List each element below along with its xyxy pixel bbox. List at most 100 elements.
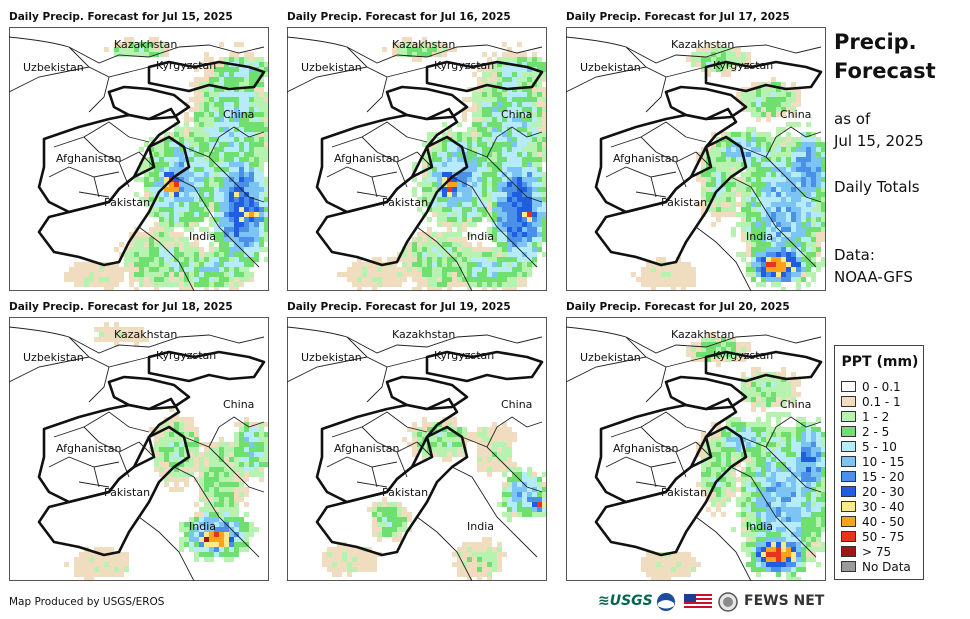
india-label: India	[746, 230, 773, 243]
legend-label: 30 - 40	[862, 500, 905, 514]
kyrgyzstan-label: Kyrgyzstan	[713, 59, 773, 72]
country-outline	[385, 85, 469, 121]
legend-label: 2 - 5	[862, 425, 890, 439]
border-line	[685, 136, 707, 143]
kyrgyzstan-label: Kyrgyzstan	[434, 349, 494, 362]
border-line	[650, 176, 657, 198]
data-source: NOAA-GFS	[834, 268, 913, 286]
border-line	[461, 436, 543, 493]
country-outline	[107, 85, 191, 121]
country-outline	[385, 375, 469, 411]
border-line	[173, 466, 260, 558]
border-line	[183, 146, 265, 203]
border-line	[371, 176, 378, 198]
border-line	[640, 121, 687, 138]
border-line	[635, 481, 667, 488]
fews-net-logo: FEWS NET	[744, 593, 825, 609]
border-line	[765, 126, 822, 158]
border-line	[640, 411, 687, 428]
pakistan-label: Pakistan	[661, 196, 707, 209]
border-line	[566, 326, 822, 354]
legend-swatch	[841, 381, 856, 392]
border-line	[740, 146, 822, 203]
border-line	[208, 416, 265, 448]
border-line	[361, 121, 408, 138]
border-line	[108, 356, 150, 368]
border-line	[685, 426, 707, 433]
legend-label: 40 - 50	[862, 515, 905, 529]
country-outline	[315, 135, 469, 267]
as-of-label: as of Jul 15, 2025	[834, 108, 924, 152]
border-line	[566, 66, 647, 93]
data-source-label: Data: NOAA-GFS	[834, 244, 913, 288]
legend-item: 5 - 10	[841, 440, 897, 455]
uzbekistan-label: Uzbekistan	[580, 61, 641, 74]
china-label: China	[780, 398, 811, 411]
border-line	[451, 466, 538, 558]
border-line	[173, 176, 260, 268]
border-line	[695, 516, 752, 581]
us-flag-icon	[684, 594, 712, 610]
border-line	[416, 516, 473, 581]
country-outline	[425, 60, 544, 93]
border-line	[287, 36, 543, 64]
map-credit: Map Produced by USGS/EROS	[9, 596, 165, 608]
kyrgyzstan-label: Kyrgyzstan	[156, 349, 216, 362]
legend-label: 5 - 10	[862, 440, 897, 454]
kazakhstan-label: Kazakhstan	[671, 38, 734, 51]
border-line	[128, 136, 150, 143]
border-line	[78, 481, 110, 488]
border-line	[461, 146, 543, 203]
china-label: China	[780, 108, 811, 121]
daily-totals-label: Daily Totals	[834, 178, 920, 196]
border-line	[53, 426, 100, 443]
border-line	[486, 416, 543, 448]
forecast-title: Precip. Forecast	[834, 28, 936, 86]
china-label: China	[223, 108, 254, 121]
border-line	[416, 226, 473, 291]
border-line	[83, 121, 130, 138]
forecast-map-jul20: Kazakhstan Uzbekistan Kyrgyzstan China Afgha…	[566, 317, 826, 581]
border-line	[356, 481, 388, 488]
pakistan-label: Pakistan	[104, 196, 150, 209]
legend-label: 1 - 2	[862, 410, 890, 424]
kazakhstan-label: Kazakhstan	[114, 38, 177, 51]
border-line	[128, 426, 150, 433]
usgs-logo: ≋USGS	[598, 593, 653, 609]
border-line	[386, 356, 428, 368]
border-line	[605, 456, 627, 468]
legend-swatch	[841, 441, 856, 452]
country-outline	[664, 85, 748, 121]
border-line	[625, 336, 667, 403]
pakistan-label: Pakistan	[104, 486, 150, 499]
border-line	[361, 411, 408, 428]
legend-item: 0.1 - 1	[841, 395, 901, 410]
india-label: India	[746, 520, 773, 533]
legend-item: 50 - 75	[841, 530, 905, 545]
panel-title-2: Daily Precip. Forecast for Jul 16, 2025	[287, 11, 511, 23]
border-line	[326, 166, 348, 178]
uzbekistan-label: Uzbekistan	[580, 351, 641, 364]
legend-item: 20 - 30	[841, 485, 905, 500]
border-line	[331, 136, 378, 153]
legend-label: 15 - 20	[862, 470, 905, 484]
country-outline	[37, 135, 191, 267]
legend-item: 40 - 50	[841, 515, 905, 530]
legend-item: No Data	[841, 560, 911, 575]
border-line	[68, 166, 120, 178]
border-line	[9, 326, 265, 354]
logo-bar: ≋USGS FEWS NET	[598, 591, 828, 613]
kazakhstan-label: Kazakhstan	[392, 328, 455, 341]
legend-title: PPT (mm)	[841, 354, 919, 370]
border-line	[68, 456, 120, 468]
china-label: China	[501, 108, 532, 121]
border-line	[9, 36, 265, 64]
legend-label: 20 - 30	[862, 485, 905, 499]
border-line	[287, 66, 368, 93]
border-line	[625, 456, 677, 468]
legend-label: > 75	[862, 545, 892, 559]
border-line	[665, 66, 707, 78]
panel-title-3: Daily Precip. Forecast for Jul 17, 2025	[566, 11, 790, 23]
legend-swatch	[841, 471, 856, 482]
